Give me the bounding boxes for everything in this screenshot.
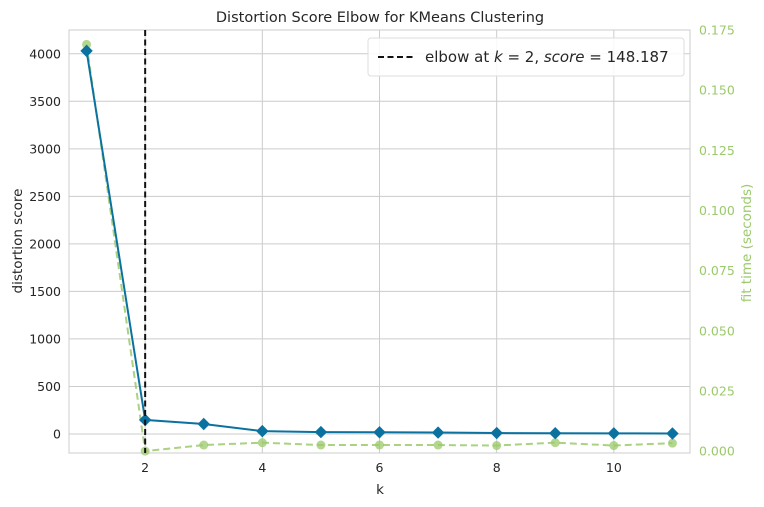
y-tick-label-8: 4000 — [29, 46, 61, 61]
y2-axis-label: fit time (seconds) — [739, 184, 755, 303]
fit-time-point-3 — [199, 440, 209, 450]
legend-score-symbol: score — [544, 48, 585, 66]
fit-time-point-7 — [433, 440, 443, 450]
y-tick-label-7: 3500 — [29, 94, 61, 109]
y-tick-label-5: 2500 — [29, 189, 61, 204]
y2-tick-label-7: 0.175 — [699, 23, 735, 38]
y-tick-label-4: 2000 — [29, 236, 61, 251]
y-tick-label-2: 1000 — [29, 331, 61, 346]
fit-time-point-1 — [82, 39, 92, 49]
legend: elbow at k = 2, score = 148.187 — [367, 37, 685, 77]
y2-tick-label-5: 0.125 — [699, 143, 735, 158]
fit-time-point-11 — [667, 438, 677, 448]
legend-elbow-text: elbow at k = 2, score = 148.187 — [425, 48, 669, 66]
x-tick-label-2: 6 — [376, 460, 384, 475]
fit-time-point-10 — [609, 441, 619, 451]
y2-tick-label-1: 0.025 — [699, 383, 735, 398]
chart-title: Distortion Score Elbow for KMeans Cluste… — [216, 10, 544, 26]
distortion-point-8 — [490, 426, 503, 440]
x-tick-label-1: 4 — [258, 460, 266, 475]
y-axis-label: distortion score — [10, 189, 26, 294]
fit-time-point-8 — [492, 441, 502, 451]
left-ticks: 0 500 1000 1500 2000 2500 3000 3500 4000 — [29, 46, 61, 441]
distortion-point-7 — [431, 426, 445, 439]
y2-tick-label-0: 0.000 — [699, 444, 735, 459]
fit-time-point-5 — [316, 440, 326, 450]
x-tick-label-0: 2 — [141, 460, 149, 475]
legend-eq1: = 2, — [503, 48, 544, 66]
distortion-point-5 — [314, 425, 328, 439]
right-ticks: 0.000 0.025 0.050 0.075 0.100 0.125 0.150 0.175 — [699, 23, 735, 459]
distortion-point-11 — [666, 427, 679, 440]
x-tick-label-4: 10 — [606, 460, 622, 475]
y2-tick-label-2: 0.050 — [699, 323, 735, 338]
fit-time-line — [85, 44, 673, 453]
distortion-point-6 — [373, 426, 386, 439]
distortion-point-3 — [197, 417, 210, 431]
fit-time-point-6 — [375, 440, 384, 450]
y-tick-label-6: 3000 — [29, 141, 61, 156]
x-axis-label: k — [376, 482, 384, 498]
y-tick-label-1: 500 — [37, 379, 61, 394]
legend-box — [367, 37, 685, 77]
series-layer — [80, 30, 679, 456]
fit-time-point-9 — [550, 438, 560, 448]
y-tick-label-3: 1500 — [29, 284, 61, 299]
distortion-point-4 — [256, 424, 269, 438]
y2-tick-label-6: 0.150 — [699, 83, 735, 98]
distortion-point-1 — [80, 44, 93, 58]
x-tick-label-3: 8 — [493, 460, 501, 475]
distortion-point-10 — [607, 427, 621, 440]
fit-time-point-4 — [257, 438, 267, 448]
distortion-point-9 — [549, 427, 562, 440]
y-tick-label-0: 0 — [53, 426, 61, 441]
legend-k-symbol: k — [494, 48, 504, 66]
bottom-ticks: 2 4 6 8 10 — [141, 460, 622, 475]
y2-tick-label-3: 0.075 — [699, 263, 735, 278]
legend-eq2: = 148.187 — [585, 48, 669, 66]
y2-tick-label-4: 0.100 — [699, 203, 735, 218]
legend-prefix: elbow at — [425, 48, 494, 66]
